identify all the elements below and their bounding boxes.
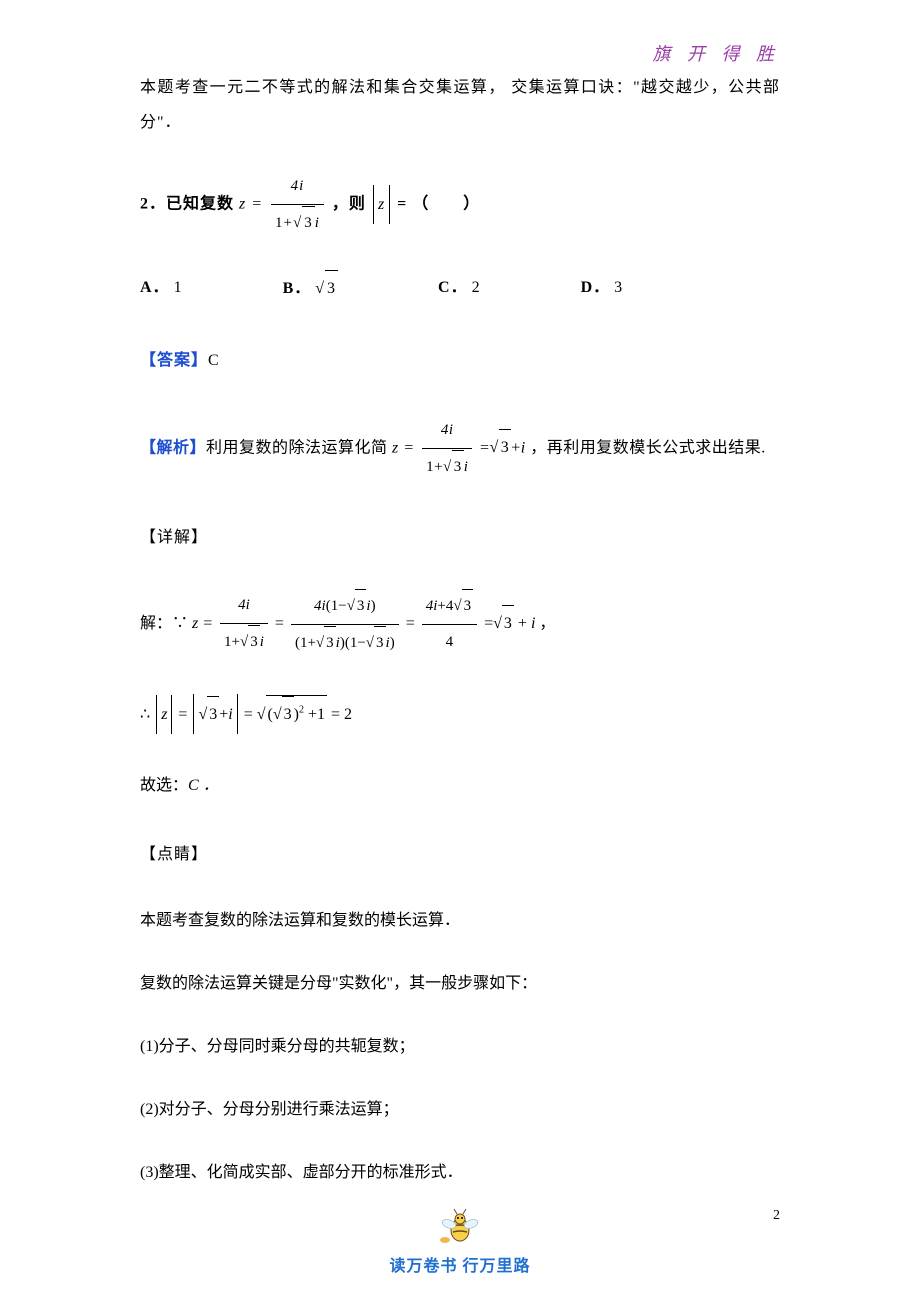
opt-a-label: A． (140, 279, 170, 296)
page: 旗 开 得 胜 本题考查一元二不等式的解法和集合交集运算， 交集运算口诀："越交… (0, 0, 920, 1302)
q2-suffix: （ ） (412, 196, 480, 213)
footer-motto: 读万卷书 行万里路 (389, 1252, 530, 1276)
dianjing-head: 【点睛】 (140, 837, 780, 872)
solve-prefix: 解：∵ (140, 615, 188, 632)
detail-step2: ∴ z = √3+i = √(√3)2 +1 = 2 (140, 694, 780, 734)
analysis-z-eq: z = (392, 439, 415, 456)
options-row: A．1 B．√3 C．2 D．3 (140, 270, 780, 306)
opt-c-val: 2 (472, 279, 481, 296)
dianjing-s1: (1)分子、分母同时乘分母的共轭复数； (140, 1029, 780, 1064)
detail-head: 【详解】 (140, 520, 780, 555)
answer-line: 【答案】C (140, 343, 780, 378)
q2-den-left: 1+ (275, 215, 293, 231)
q2-mid: ，则 (332, 196, 366, 213)
q2-eq: = (392, 196, 407, 213)
gu-xuan: 故选：C ． (140, 768, 780, 803)
option-d: D．3 (581, 270, 624, 306)
gu-xuan-val: C ． (188, 777, 219, 794)
bee-icon (437, 1208, 483, 1248)
dianjing-p2: 复数的除法运算关键是分母"实数化"，其一般步骤如下： (140, 966, 780, 1001)
content-body: 本题考查一元二不等式的解法和集合交集运算， 交集运算口诀："越交越少，公共部分"… (140, 70, 780, 1190)
detail-comma: ， (539, 615, 555, 632)
footer: 读万卷书 行万里路 (0, 1208, 920, 1276)
q2-fraction: 4i 1+√3i (271, 170, 324, 240)
header-motto: 旗 开 得 胜 (653, 40, 781, 66)
q2-den-right: i (315, 215, 320, 231)
dianjing-s3: (3)整理、化简成实部、虚部分开的标准形式． (140, 1155, 780, 1190)
result-eq: = 2 (331, 706, 352, 723)
gu-xuan-label: 故选： (140, 777, 188, 794)
analysis-line: 【解析】利用复数的除法运算化简 z = 4i 1+√3i =√3+i ，再利用复… (140, 414, 780, 484)
q2-number: 2 (140, 196, 149, 213)
answer-value: C (208, 352, 220, 369)
dianjing-p1: 本题考查复数的除法运算和复数的模长运算． (140, 903, 780, 938)
detail-step1: 解：∵ z = 4i 1+√3i = 4i(1−√3i) (1+√3i)(1−√… (140, 589, 780, 660)
analysis-eq: = (480, 439, 490, 456)
q2-z-eq: z = (239, 196, 263, 213)
option-b: B．√3 (283, 270, 338, 306)
opt-b-val: 3 (325, 270, 338, 306)
q2-abs-z: z (378, 196, 385, 213)
q2-den-sqrt: 3 (302, 206, 315, 240)
analysis-pre: 利用复数的除法运算化简 (206, 439, 388, 456)
therefore: ∴ (140, 706, 150, 723)
question-2-stem: 2．已知复数 z = 4i 1+√3i ，则 z = （ ） (140, 170, 780, 240)
analysis-label: 【解析】 (140, 439, 206, 456)
q2-prefix: ．已知复数 (149, 196, 234, 213)
answer-label: 【答案】 (140, 352, 208, 369)
opt-d-label: D． (581, 279, 611, 296)
analysis-frac: 4i 1+√3i (422, 414, 472, 484)
option-a: A．1 (140, 270, 183, 306)
opt-d-val: 3 (614, 279, 623, 296)
opt-b-label: B． (283, 280, 312, 297)
opt-c-label: C． (438, 279, 468, 296)
option-c: C．2 (438, 270, 481, 306)
analysis-post: ，再利用复数模长公式求出结果. (530, 439, 766, 456)
opt-a-val: 1 (174, 279, 183, 296)
q2-frac-num: 4i (291, 178, 305, 194)
intro-paragraph: 本题考查一元二不等式的解法和集合交集运算， 交集运算口诀："越交越少，公共部分"… (140, 70, 780, 140)
dianjing-s2: (2)对分子、分母分别进行乘法运算； (140, 1092, 780, 1127)
